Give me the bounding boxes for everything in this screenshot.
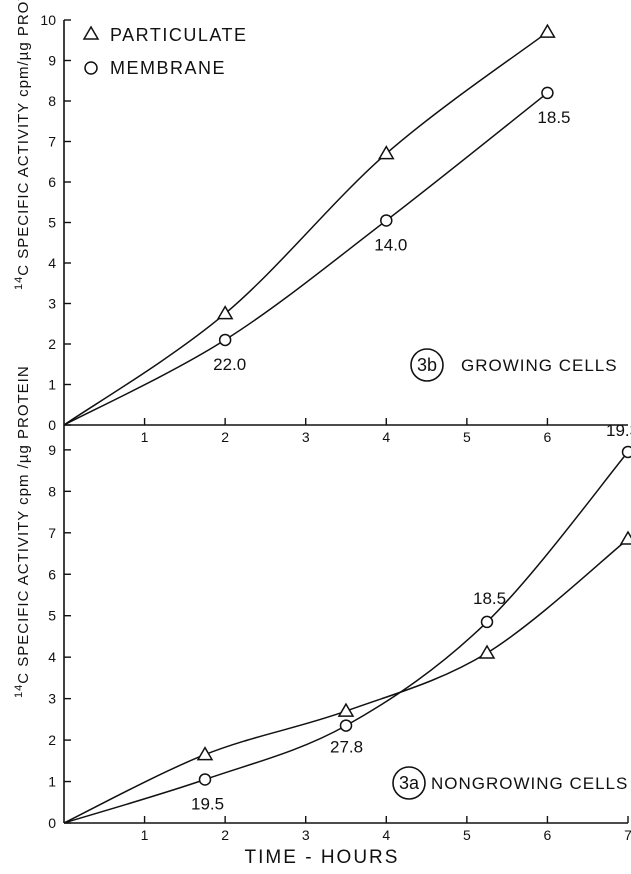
panel-badge-label: 3b <box>417 355 437 375</box>
y-axis-title-superscript: 14 <box>13 276 25 290</box>
x-tick-label: 1 <box>141 429 149 445</box>
panel-annotation: 3a NONGROWING CELLS <box>392 766 628 800</box>
y-axis-title-text: C SPECIFIC ACTIVITY cpm /µg PROTEIN <box>15 365 32 683</box>
y-tick-label: 6 <box>48 174 56 190</box>
data-point-membrane <box>218 333 232 347</box>
x-tick-label: 7 <box>624 827 631 843</box>
data-label-membrane: 19.5 <box>191 794 224 813</box>
legend-label-particulate: PARTICULATE <box>110 25 248 45</box>
x-tick-label: 5 <box>463 429 471 445</box>
data-label-membrane: 27.8 <box>330 738 363 757</box>
data-point-membrane <box>380 214 393 227</box>
y-tick-label: 10 <box>40 12 56 28</box>
data-point-particulate <box>337 702 355 717</box>
y-tick-label: 0 <box>48 815 56 831</box>
series-marks <box>196 445 631 786</box>
series-line-membrane <box>63 451 629 824</box>
x-tick-label: 1 <box>141 827 149 843</box>
x-tick-label: 6 <box>544 827 552 843</box>
data-point-membrane <box>480 615 494 629</box>
y-tick-label: 2 <box>48 336 56 352</box>
y-axis-title: 14C SPECIFIC ACTIVITY cpm /µg PROTEIN <box>13 365 32 698</box>
legend-triangle-marker <box>82 25 100 40</box>
y-tick-label: 6 <box>48 566 56 582</box>
y-tick-label: 4 <box>48 649 56 665</box>
data-label-membrane: 19.3 <box>606 421 631 440</box>
y-tick-label: 9 <box>48 53 56 69</box>
panel-growing-cells: 0 1 2 3 4 5 6 7 8 9 10 1 2 3 4 5 6 22.0 14.0 18.5 14C SPEC… <box>13 0 628 445</box>
panel-title: NONGROWING CELLS <box>431 774 628 793</box>
data-point-membrane <box>198 773 212 786</box>
y-axis-title-superscript: 14 <box>13 684 25 698</box>
y-tick-label: 8 <box>48 93 56 109</box>
panel-badge-label: 3a <box>399 773 420 793</box>
y-axis-title: 14C SPECIFIC ACTIVITY cpm/µg PROTEIN <box>13 0 32 290</box>
panel-annotation: 3b GROWING CELLS <box>410 348 618 382</box>
series-line-membrane <box>63 92 548 426</box>
data-point-particulate <box>216 305 234 320</box>
y-tick-label: 2 <box>48 732 56 748</box>
y-axis-title-text: C SPECIFIC ACTIVITY cpm/µg PROTEIN <box>15 0 32 276</box>
panel-title: GROWING CELLS <box>461 356 618 375</box>
y-tick-label: 5 <box>48 608 56 624</box>
y-tick-label: 3 <box>48 296 56 312</box>
data-point-particulate <box>619 530 631 545</box>
y-tick-label: 4 <box>48 255 56 271</box>
y-tick-label: 0 <box>48 417 56 433</box>
data-point-particulate <box>539 23 556 38</box>
ticks: 0 1 2 3 4 5 6 7 8 9 1 2 3 4 5 6 7 <box>48 442 631 843</box>
data-point-particulate <box>478 644 496 659</box>
panel-badge-circle <box>392 766 426 800</box>
y-tick-label: 5 <box>48 215 56 231</box>
ticks: 0 1 2 3 4 5 6 7 8 9 10 1 2 3 4 5 6 <box>40 12 551 445</box>
data-labels: 22.0 14.0 18.5 <box>213 108 570 374</box>
y-tick-label: 7 <box>48 134 56 150</box>
data-point-particulate <box>377 145 395 160</box>
series-line-particulate <box>63 31 548 426</box>
y-tick-label: 1 <box>48 774 56 790</box>
axes <box>63 425 628 824</box>
x-tick-label: 4 <box>382 429 390 445</box>
data-label-membrane: 18.5 <box>537 108 570 127</box>
data-labels: 19.5 27.8 18.5 19.3 <box>191 421 631 814</box>
x-tick-label: 2 <box>221 429 229 445</box>
x-tick-label: 3 <box>302 827 310 843</box>
x-tick-label: 2 <box>221 827 229 843</box>
data-label-membrane: 22.0 <box>213 355 246 374</box>
data-point-membrane <box>339 719 353 732</box>
series-marks <box>216 23 556 347</box>
y-tick-label: 7 <box>48 525 56 541</box>
data-point-membrane <box>621 445 631 459</box>
data-point-membrane <box>541 86 554 100</box>
y-tick-label: 1 <box>48 377 56 393</box>
series-lines <box>63 31 548 426</box>
legend: PARTICULATE MEMBRANE <box>82 25 248 78</box>
legend-circle-marker <box>84 61 98 75</box>
data-label-membrane: 14.0 <box>374 235 407 254</box>
y-tick-label: 9 <box>48 442 56 458</box>
y-tick-label: 8 <box>48 483 56 499</box>
x-axis-title: TIME - HOURS <box>245 847 400 868</box>
x-tick-label: 5 <box>463 827 471 843</box>
data-point-particulate <box>196 746 214 761</box>
x-tick-label: 6 <box>544 429 552 445</box>
y-tick-label: 3 <box>48 691 56 707</box>
data-label-membrane: 18.5 <box>473 589 506 608</box>
series-lines <box>63 451 629 824</box>
x-tick-label: 3 <box>302 429 310 445</box>
x-tick-label: 4 <box>382 827 390 843</box>
panel-badge-circle <box>410 348 444 382</box>
legend-label-membrane: MEMBRANE <box>110 58 226 78</box>
